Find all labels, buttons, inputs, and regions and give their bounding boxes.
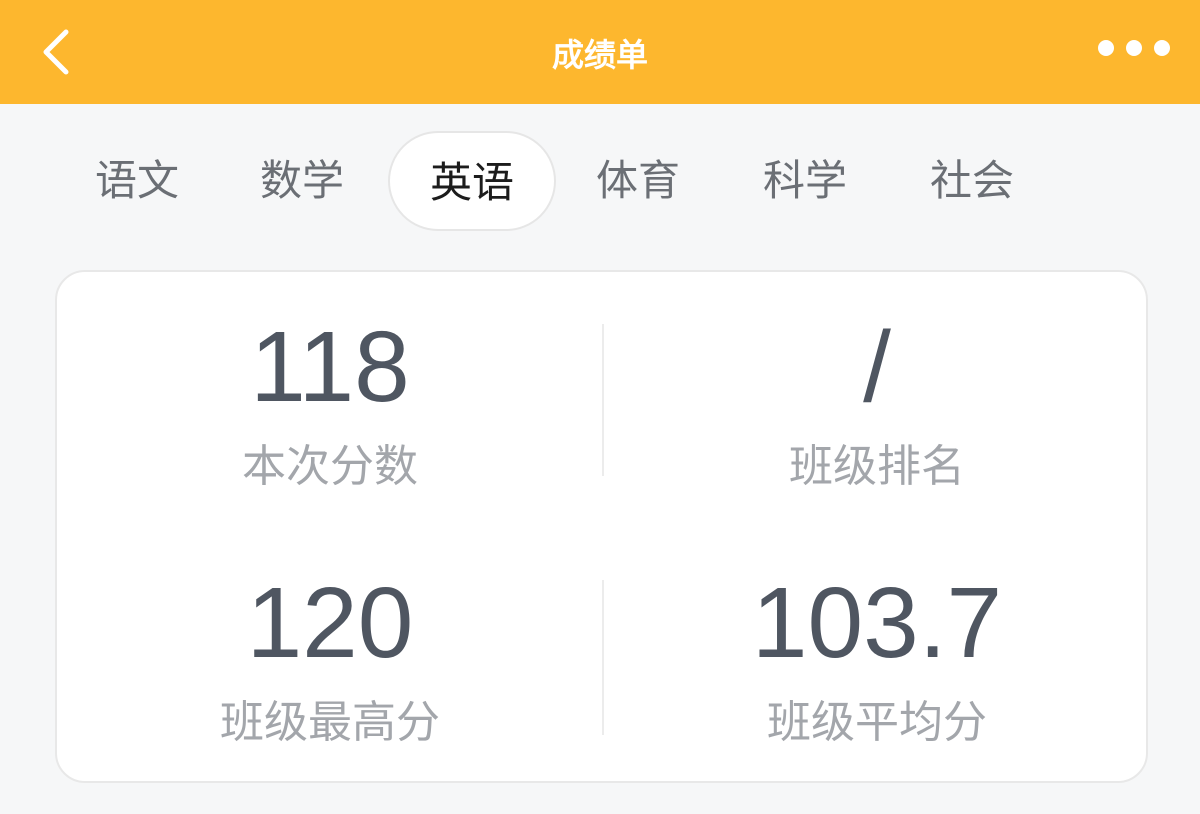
stat-value: 118 [250, 311, 410, 423]
divider [602, 324, 604, 476]
page-title: 成绩单 [551, 36, 648, 74]
back-button[interactable] [38, 28, 78, 76]
score-card: 118 本次分数 / 班级排名 120 班级最高分 103.7 班级平均分 [55, 270, 1148, 783]
dot [1154, 40, 1170, 56]
divider [602, 580, 604, 735]
tab-math[interactable]: 数学 [259, 156, 344, 205]
tab-pe[interactable]: 体育 [595, 156, 680, 205]
top-bar: 成绩单 [0, 0, 1200, 104]
stat-label: 班级最高分 [220, 697, 440, 748]
tab-english[interactable]: 英语 [388, 131, 556, 231]
class-rank: / 班级排名 [604, 312, 1150, 494]
stat-label: 班级排名 [789, 441, 965, 492]
stat-label: 本次分数 [242, 441, 418, 492]
stat-label: 班级平均分 [767, 697, 987, 748]
tab-chinese[interactable]: 语文 [94, 156, 179, 205]
tab-society[interactable]: 社会 [929, 156, 1014, 205]
class-average: 103.7 班级平均分 [604, 568, 1150, 750]
more-horizontal-icon [1098, 40, 1114, 56]
current-score: 118 本次分数 [57, 312, 603, 494]
stat-value: 120 [246, 567, 414, 679]
class-highest: 120 班级最高分 [57, 568, 603, 750]
more-button[interactable] [1098, 40, 1170, 56]
stat-value: / [863, 311, 891, 423]
chevron-left-icon [43, 29, 69, 75]
stat-value: 103.7 [751, 567, 1003, 679]
dot [1126, 40, 1142, 56]
tab-science[interactable]: 科学 [762, 156, 847, 205]
